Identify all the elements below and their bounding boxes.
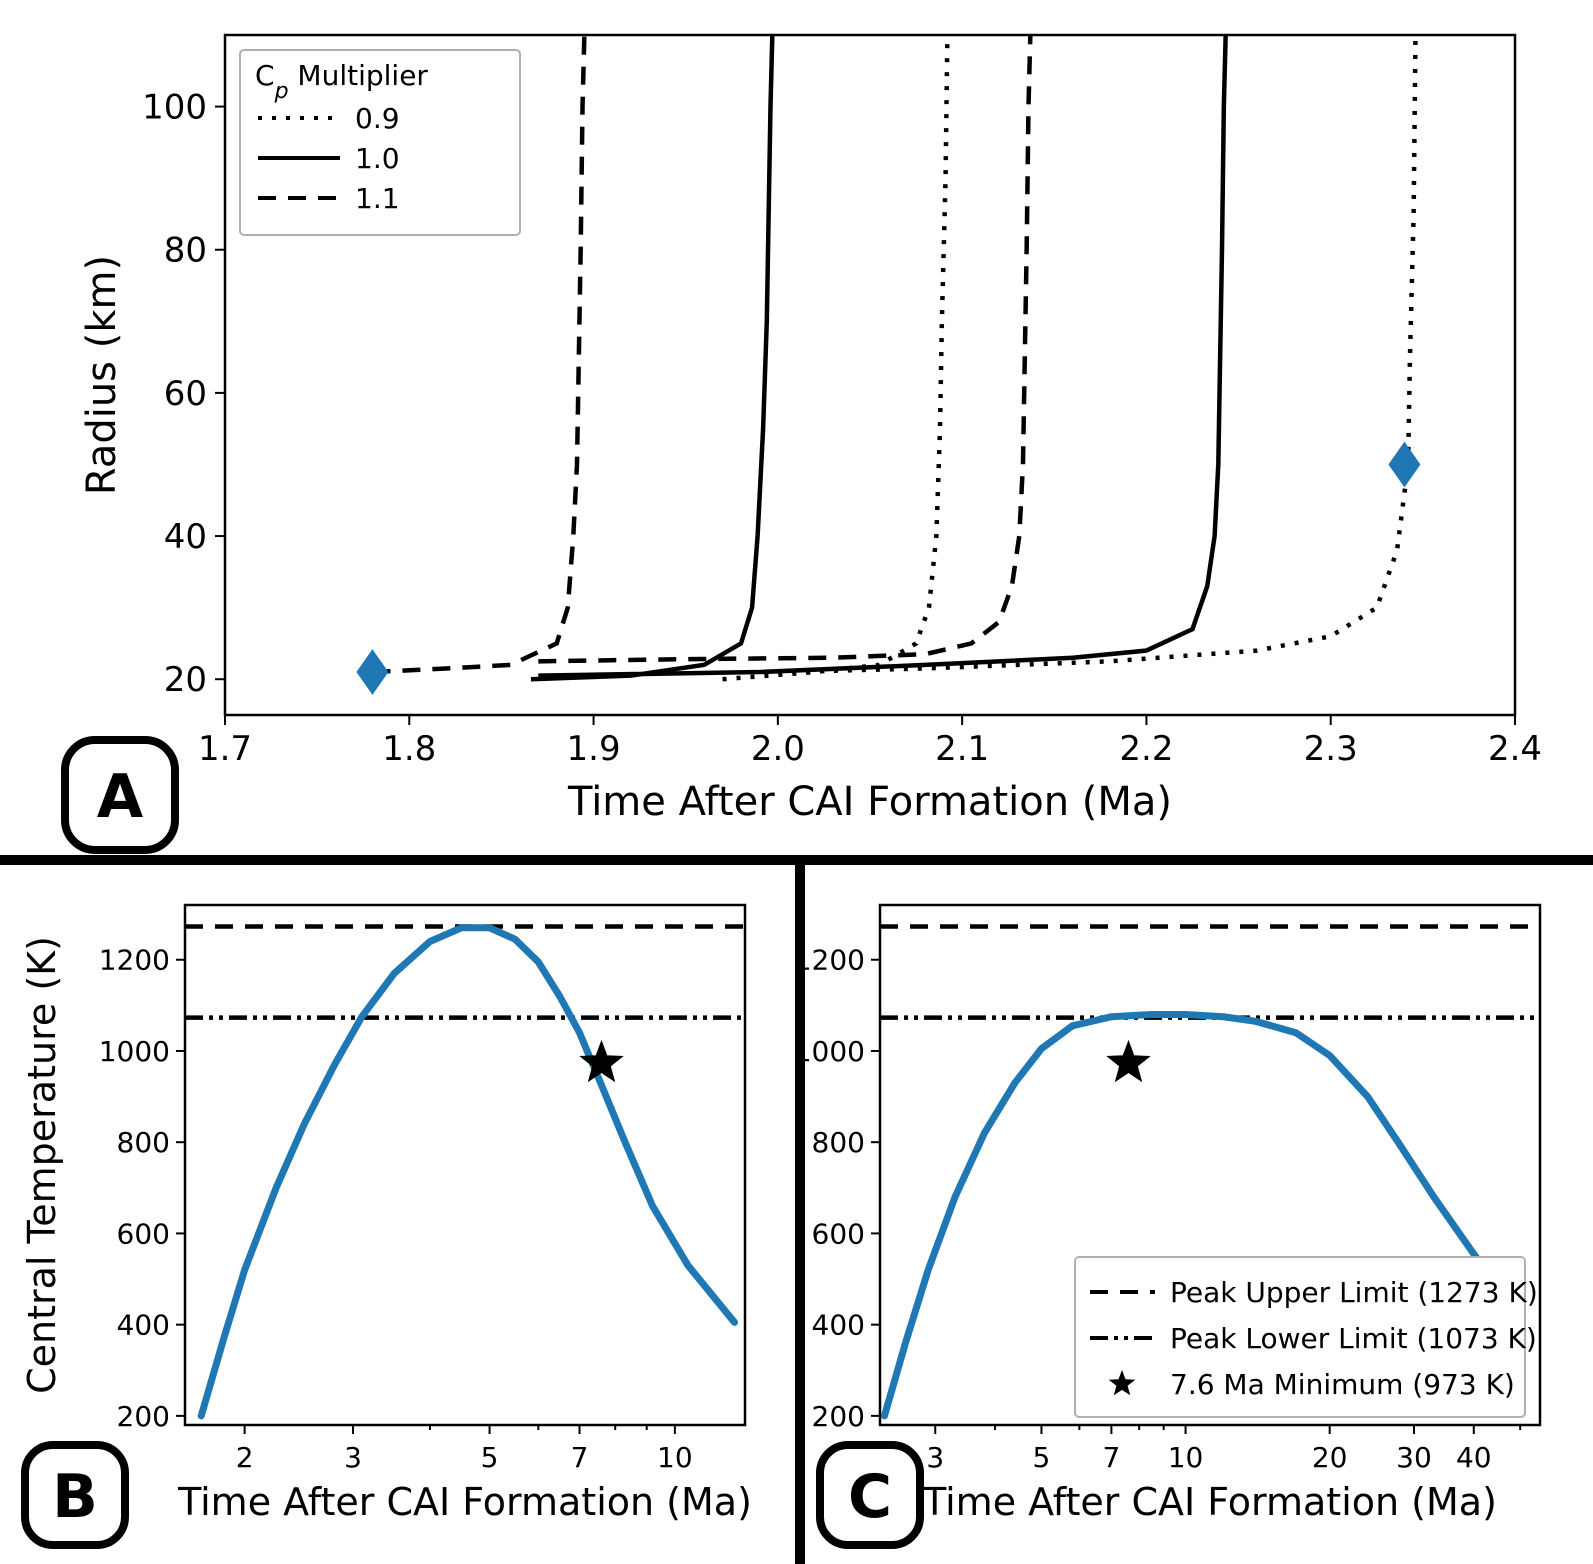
x-tick-label: 1.7 — [198, 729, 252, 769]
y-axis-title: Central Temperature (K) — [20, 936, 64, 1394]
x-axis-title: Time After CAI Formation (Ma) — [177, 1480, 752, 1524]
x-tick-label: 2.1 — [935, 729, 989, 769]
x-tick-label: 10 — [1168, 1441, 1204, 1474]
x-tick-label: 5 — [481, 1441, 499, 1474]
y-axis-title: Radius (km) — [79, 255, 125, 495]
x-tick-label: 2.2 — [1119, 729, 1173, 769]
panel-label-text: B — [52, 1462, 98, 1532]
y-tick-label: 800 — [812, 1126, 865, 1159]
x-tick-label: 5 — [1033, 1441, 1051, 1474]
curve-solid — [531, 35, 772, 679]
legend-label: 1.1 — [355, 182, 400, 215]
axes-box — [185, 905, 745, 1425]
diamond-marker — [357, 650, 388, 694]
x-tick-label: 3 — [926, 1441, 944, 1474]
temperature-curve — [201, 928, 734, 1416]
x-tick-label: 7 — [571, 1441, 589, 1474]
curve-dashed — [538, 35, 1030, 661]
x-tick-label: 40 — [1456, 1441, 1492, 1474]
curve-dotted — [723, 35, 948, 679]
x-tick-label: 1.8 — [382, 729, 436, 769]
legend-label: 1.0 — [355, 142, 400, 175]
x-tick-label: 3 — [344, 1441, 362, 1474]
curve-dotted — [778, 35, 1416, 672]
legend-label: Peak Upper Limit (1273 K) — [1170, 1276, 1538, 1309]
x-tick-label: 2 — [236, 1441, 254, 1474]
y-tick-label: 80 — [164, 231, 207, 271]
y-tick-label: 600 — [812, 1217, 865, 1250]
x-tick-label: 30 — [1396, 1441, 1432, 1474]
y-tick-label: 200 — [812, 1400, 865, 1433]
legend-label: 7.6 Ma Minimum (973 K) — [1170, 1368, 1515, 1401]
panel-a: 1.7 1.8 1.9 2.0 2.1 2.2 2.3 2.4 20 40 60 80 100 Time … — [25, 0, 1565, 855]
figure-root: 1.7 1.8 1.9 2.0 2.1 2.2 2.3 2.4 20 40 60 80 100 Time … — [0, 0, 1593, 1564]
legend-label: 0.9 — [355, 102, 400, 135]
panel-c: 3571020304020040060080010001200Time Afte… — [805, 865, 1593, 1564]
y-tick-label: 200 — [117, 1400, 170, 1433]
y-tick-label: 1200 — [99, 944, 170, 977]
y-tick-label: 20 — [164, 660, 207, 700]
x-tick-label: 20 — [1312, 1441, 1348, 1474]
y-tick-label: 100 — [142, 88, 207, 128]
x-tick-label: 10 — [657, 1441, 693, 1474]
x-tick-label: 2.3 — [1304, 729, 1358, 769]
curve-solid — [538, 35, 1225, 676]
diamond-marker — [1389, 442, 1420, 486]
legend-label: Peak Lower Limit (1073 K) — [1170, 1322, 1537, 1355]
y-tick-label: 400 — [117, 1309, 170, 1342]
panel-label-text: A — [97, 762, 144, 832]
y-tick-label: 60 — [164, 374, 207, 414]
star-marker — [1108, 1041, 1150, 1081]
x-tick-label: 2.4 — [1488, 729, 1542, 769]
x-axis-title: Time After CAI Formation (Ma) — [567, 779, 1172, 825]
y-tick-label: 40 — [164, 517, 207, 557]
y-tick-label: 600 — [117, 1217, 170, 1250]
panel-b: 2 3 5 7 10 200 400 600 800 1000 1200 Time After CAI… — [0, 865, 795, 1564]
plot-group — [185, 926, 745, 1415]
y-tick-label: 800 — [117, 1126, 170, 1159]
y-tick-label: 400 — [812, 1309, 865, 1342]
x-axis-title: Time After CAI Formation (Ma) — [922, 1480, 1497, 1524]
curve-group — [372, 35, 1415, 679]
y-tick-label: 1000 — [99, 1035, 170, 1068]
y-tick-label: 1000 — [794, 1035, 865, 1068]
panel-label-text: C — [848, 1462, 892, 1532]
x-tick-label: 1.9 — [567, 729, 621, 769]
x-tick-label: 7 — [1102, 1441, 1120, 1474]
x-tick-label: 2.0 — [751, 729, 805, 769]
y-tick-label: 1200 — [794, 944, 865, 977]
